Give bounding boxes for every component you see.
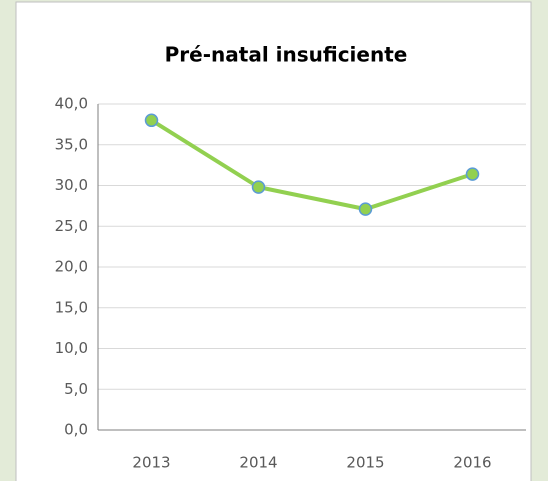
x-tick-label: 2013 <box>132 454 170 472</box>
y-tick-label: 25,0 <box>55 217 88 235</box>
chart-title: Pré-natal insuficiente <box>165 43 408 67</box>
y-tick-label: 5,0 <box>64 380 88 398</box>
line <box>149 118 475 212</box>
y-tick-label: 40,0 <box>55 95 88 113</box>
y-tick-label: 20,0 <box>55 258 88 276</box>
marker <box>251 180 266 194</box>
marker <box>144 113 159 128</box>
x-tick-label: 2016 <box>453 454 491 472</box>
chart-frame <box>15 1 532 481</box>
y-tick-label: 15,0 <box>55 298 88 316</box>
y-tick-label: 35,0 <box>55 135 88 153</box>
marker <box>358 202 373 216</box>
marker <box>465 167 480 181</box>
y-tick-label: 10,0 <box>55 339 88 357</box>
y-tick-label: 0,0 <box>64 421 88 439</box>
x-tick-label: 2014 <box>239 454 277 472</box>
y-tick-label: 30,0 <box>55 176 88 194</box>
x-tick-label: 2015 <box>346 454 384 472</box>
